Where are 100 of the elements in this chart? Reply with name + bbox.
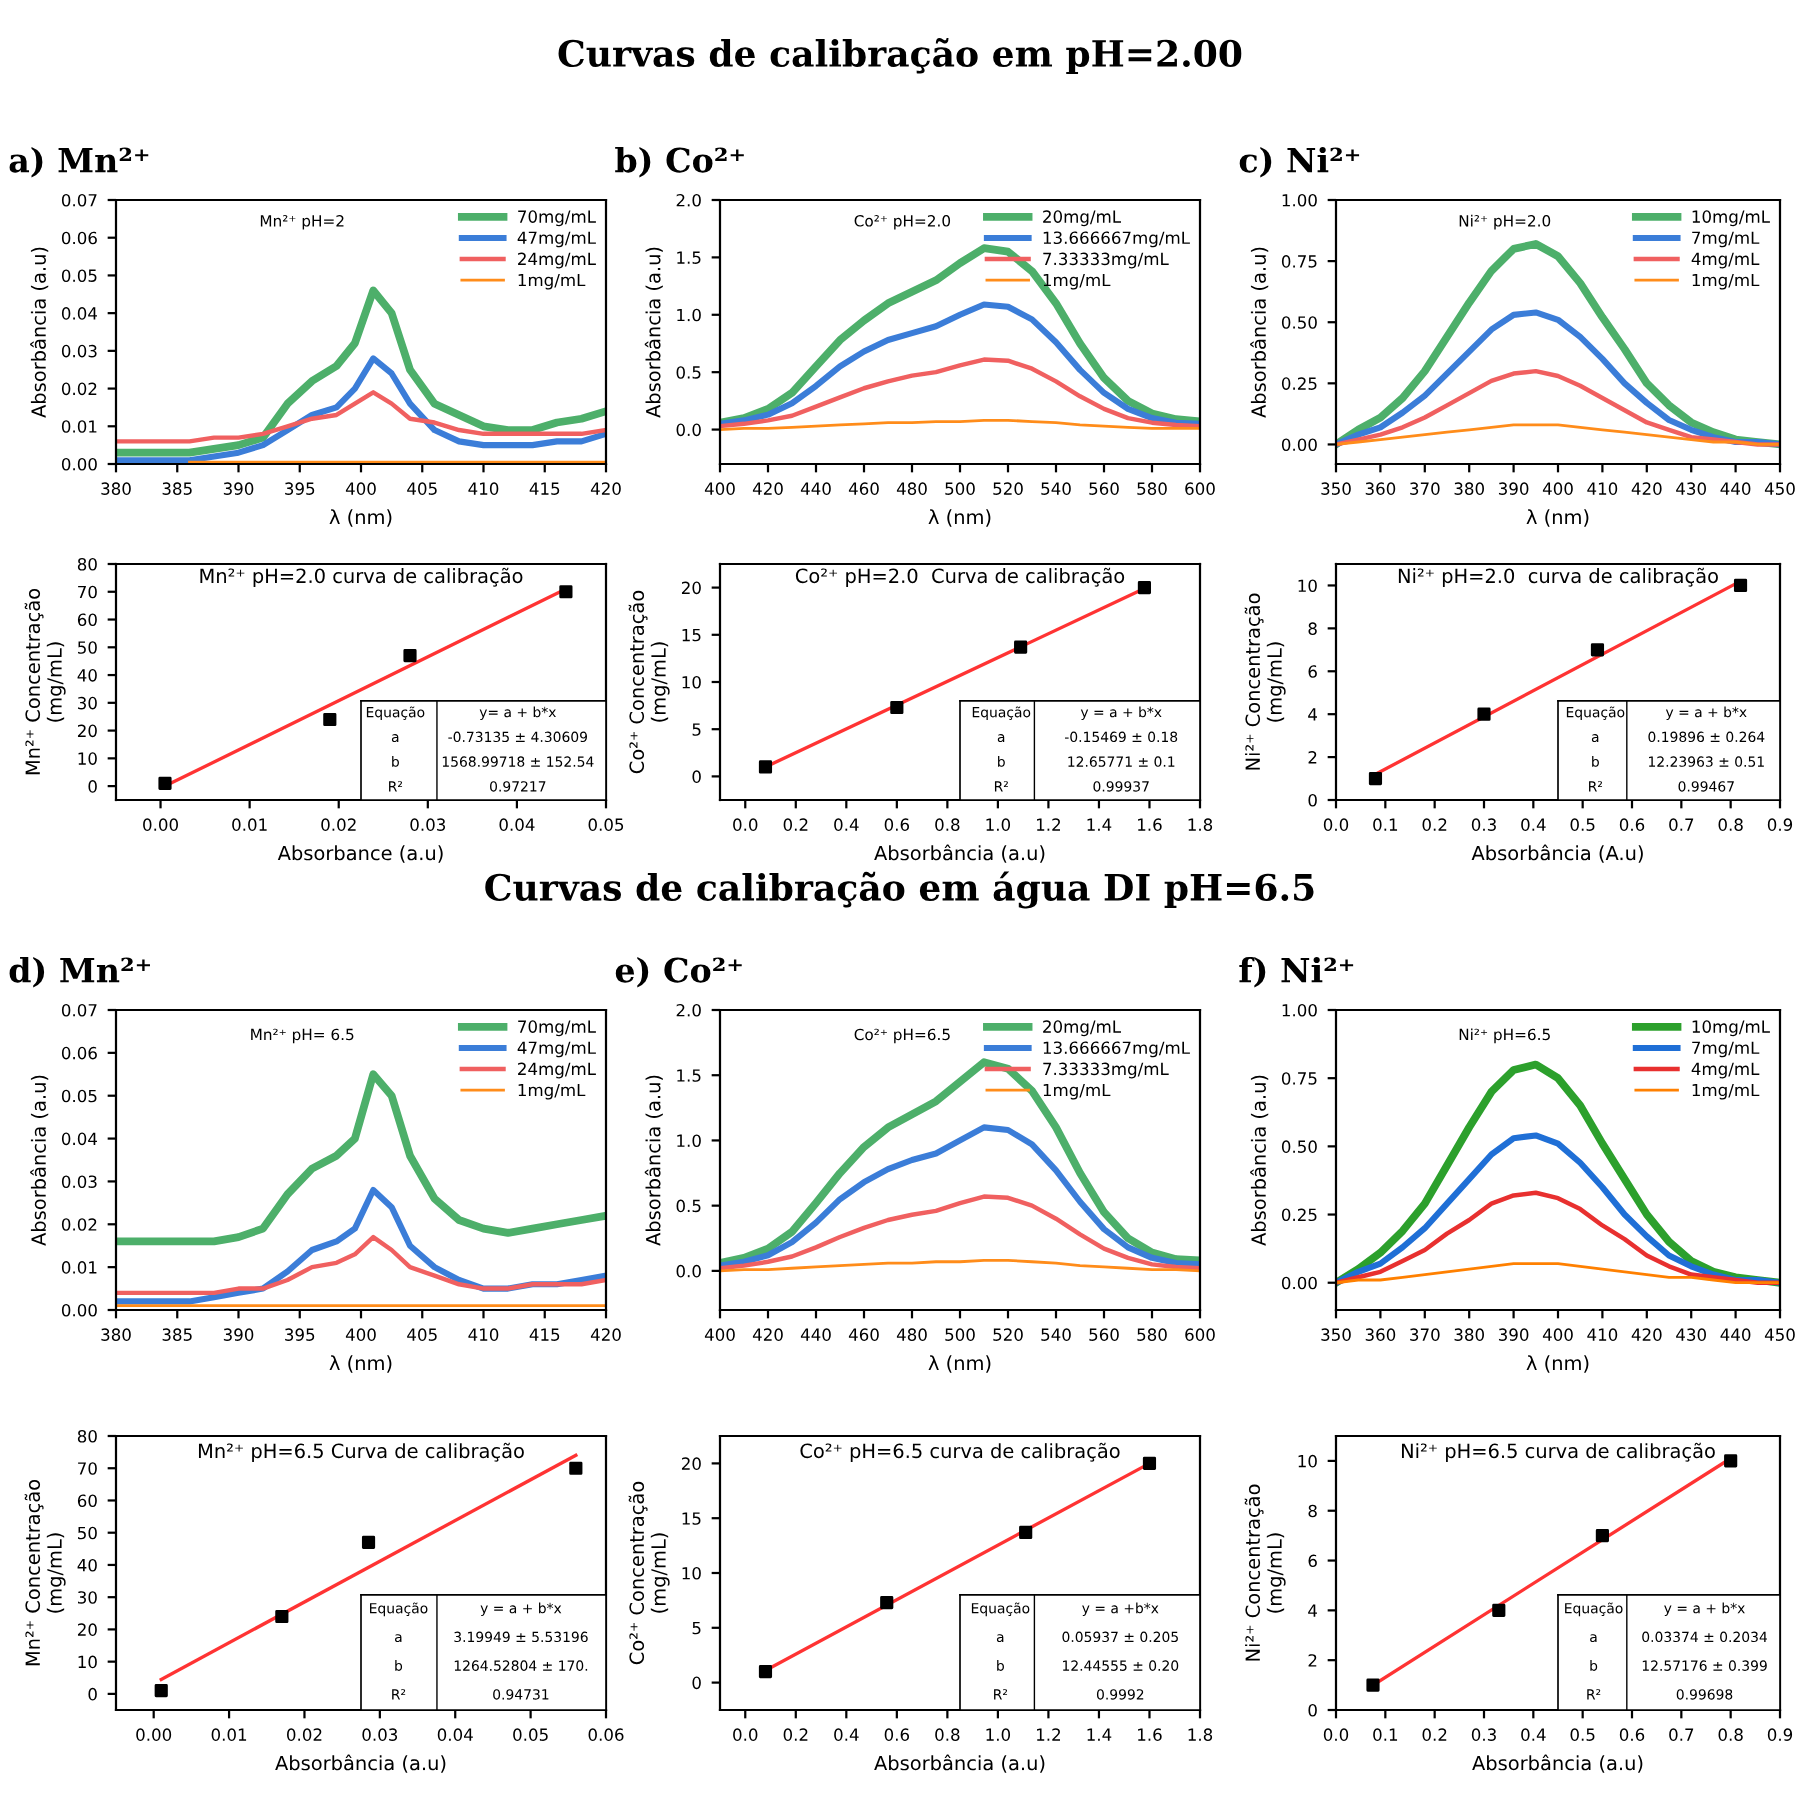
- x-tick-label: 0.2: [1422, 818, 1447, 831]
- y-axis-title: Absorbância (a.u): [1250, 1075, 1269, 1246]
- y-tick-label: 1.5: [677, 251, 701, 264]
- x-tick-label: 500: [945, 1328, 975, 1341]
- y-tick-label: 15: [682, 1512, 701, 1525]
- y-tick-label: 20: [77, 724, 97, 738]
- y-tick-label: 0.00: [61, 1303, 97, 1317]
- point: [1019, 1525, 1033, 1540]
- chart-title: a) Mn²⁺: [9, 146, 149, 178]
- x-tick-label: 380: [101, 1328, 131, 1341]
- y-tick-label: 8: [1308, 1504, 1317, 1518]
- legend-label: 1mg/mL: [518, 1083, 586, 1100]
- y-tick-label: 2: [1308, 751, 1317, 764]
- x-tick-label: 0.6: [1619, 1728, 1645, 1741]
- text: Curvas de calibração em pH=2.00: [558, 37, 1242, 75]
- x-tick-label: 400: [1542, 482, 1573, 495]
- y-tick-label: 1.00: [1282, 1003, 1317, 1017]
- y-tick-label: 0.03: [61, 344, 97, 358]
- y-tick-label: 6: [1308, 1554, 1317, 1568]
- y-tick-label: 0.06: [61, 231, 97, 245]
- y-tick-label: 30: [78, 696, 97, 710]
- point: [1366, 1678, 1380, 1692]
- x-tick-label: 0.01: [211, 1728, 247, 1741]
- x-tick-label: 500: [945, 482, 975, 495]
- x-axis-title: Absorbância (a.u): [1472, 1754, 1643, 1773]
- x-tick-label: 420: [752, 482, 783, 495]
- text: Curvas de calibração em água DI pH=6.5: [485, 871, 1314, 909]
- y-tick-label: 0.05: [61, 269, 97, 282]
- x-tick-label: 0.1: [1373, 1728, 1398, 1741]
- y-tick-label: 0.00: [1281, 438, 1317, 452]
- y-tick-label: 60: [77, 613, 97, 627]
- y-tick-label: 10: [78, 1655, 97, 1669]
- y-tick-label: 4: [1308, 1604, 1318, 1617]
- x-tick-label: 480: [896, 1328, 927, 1341]
- x-tick-label: 0.3: [1471, 818, 1496, 831]
- x-tick-label: 410: [1587, 1328, 1618, 1341]
- y-tick-label: 0.02: [61, 1218, 97, 1231]
- x-tick-label: 1.0: [986, 818, 1011, 831]
- y-tick-label: 5: [692, 723, 701, 736]
- x-tick-label: 360: [1365, 482, 1396, 495]
- y-axis-title: Co²⁺ Concentração (mg/mL): [628, 590, 670, 774]
- point: [1724, 1454, 1738, 1468]
- x-tick-label: 0.0: [1323, 818, 1349, 831]
- y-tick-label: 0: [1308, 793, 1317, 807]
- x-tick-label: 0.2: [1422, 1728, 1447, 1741]
- legend-label: 4mg/mL: [1691, 252, 1760, 269]
- chart-title: b) Co²⁺: [615, 146, 744, 178]
- y-tick-label: 0: [692, 770, 701, 783]
- x-tick-label: 390: [1498, 1328, 1529, 1341]
- y-tick-label: 0.75: [1281, 1072, 1317, 1085]
- legend-label: 7mg/mL: [1692, 231, 1760, 248]
- y-tick-label: 0.50: [1281, 316, 1317, 329]
- line-series: [1336, 423, 1780, 446]
- y-tick-label: 0.25: [1281, 1208, 1317, 1222]
- y-tick-label: 0.75: [1281, 255, 1317, 268]
- point: [569, 1461, 583, 1475]
- y-tick-label: 8: [1308, 622, 1317, 635]
- y-tick-label: 20: [681, 1457, 701, 1470]
- x-tick-label: 0.00: [136, 1728, 172, 1741]
- x-axis-title: Absorbância (A.u): [1471, 844, 1643, 863]
- legend-label: 20mg/mL: [1043, 1020, 1121, 1037]
- chart-title: e) Co²⁺: [615, 956, 742, 988]
- chart-title: Co²⁺ pH=6.5 curva de calibração: [800, 1442, 1120, 1462]
- y-tick-label: 0.01: [61, 420, 97, 433]
- legend-label: 1mg/mL: [1692, 1083, 1760, 1100]
- x-tick-label: 0.5: [1570, 818, 1595, 831]
- point: [758, 760, 773, 774]
- point: [1137, 581, 1152, 595]
- x-tick-label: 440: [800, 1328, 831, 1341]
- y-tick-label: 2.0: [676, 193, 701, 207]
- legend-label: 13.666667mg/mL: [1043, 1041, 1190, 1058]
- x-tick-label: 385: [162, 1328, 192, 1341]
- x-tick-label: 0.6: [884, 818, 910, 831]
- x-tick-label: 520: [993, 482, 1023, 495]
- y-tick-label: 50: [78, 1526, 97, 1540]
- x-tick-label: 0.04: [499, 818, 535, 831]
- x-tick-label: 0.8: [935, 1728, 960, 1741]
- legend-label: 10mg/mL: [1692, 1020, 1770, 1037]
- y-tick-label: 0: [692, 1676, 701, 1690]
- x-tick-label: 0.2: [783, 818, 808, 831]
- y-axis-title: Absorbância (a.u): [644, 247, 663, 418]
- x-tick-label: 415: [529, 1328, 560, 1341]
- legend-label: 10mg/mL: [1692, 210, 1770, 227]
- x-tick-label: 0.06: [588, 1728, 624, 1741]
- y-tick-label: 1.0: [677, 308, 701, 322]
- x-tick-label: 390: [223, 1328, 254, 1341]
- x-tick-label: 0.01: [232, 818, 267, 831]
- x-axis-title: Absorbância (a.u): [874, 1754, 1045, 1773]
- x-tick-label: 380: [1454, 482, 1484, 495]
- x-tick-label: 350: [1321, 1328, 1351, 1341]
- x-tick-label: 400: [345, 1328, 376, 1341]
- chart-title: Mn²⁺ pH=2.0 curva de calibração: [200, 567, 523, 587]
- y-tick-label: 60: [77, 1494, 97, 1508]
- y-axis-title: Co²⁺ Concentração (mg/mL): [628, 1481, 670, 1665]
- legend-label: 47mg/mL: [517, 1041, 596, 1058]
- y-tick-label: 0: [1308, 1703, 1317, 1717]
- y-tick-label: 70: [78, 1462, 97, 1475]
- x-tick-label: 350: [1321, 482, 1351, 495]
- y-tick-label: 10: [1298, 1454, 1317, 1468]
- y-tick-label: 10: [1298, 579, 1317, 593]
